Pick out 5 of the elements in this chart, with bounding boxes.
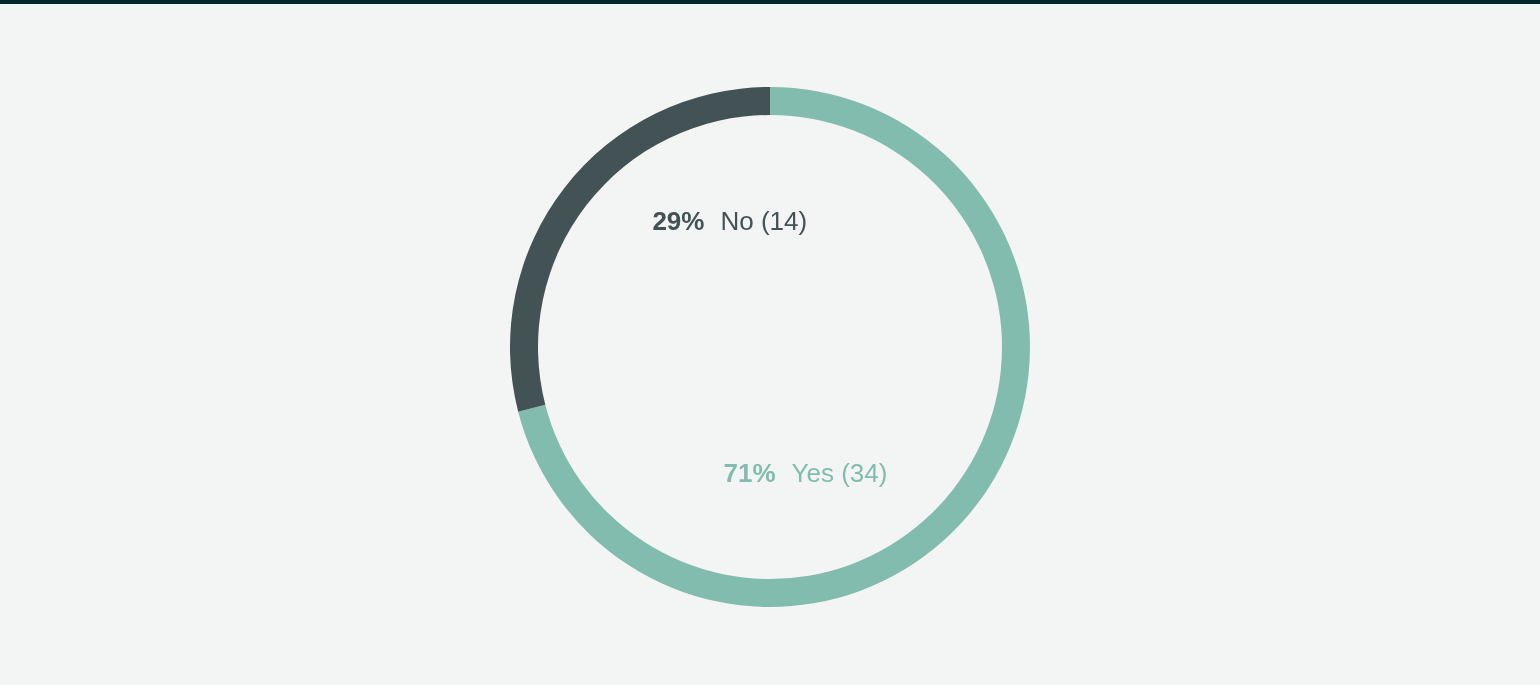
slice-label: No (14): [720, 206, 808, 237]
donut-slice: [518, 87, 1030, 607]
slice-label: Yes (34): [791, 457, 888, 488]
data-label: 29%: [652, 206, 705, 237]
data-label: 71%: [723, 457, 776, 488]
